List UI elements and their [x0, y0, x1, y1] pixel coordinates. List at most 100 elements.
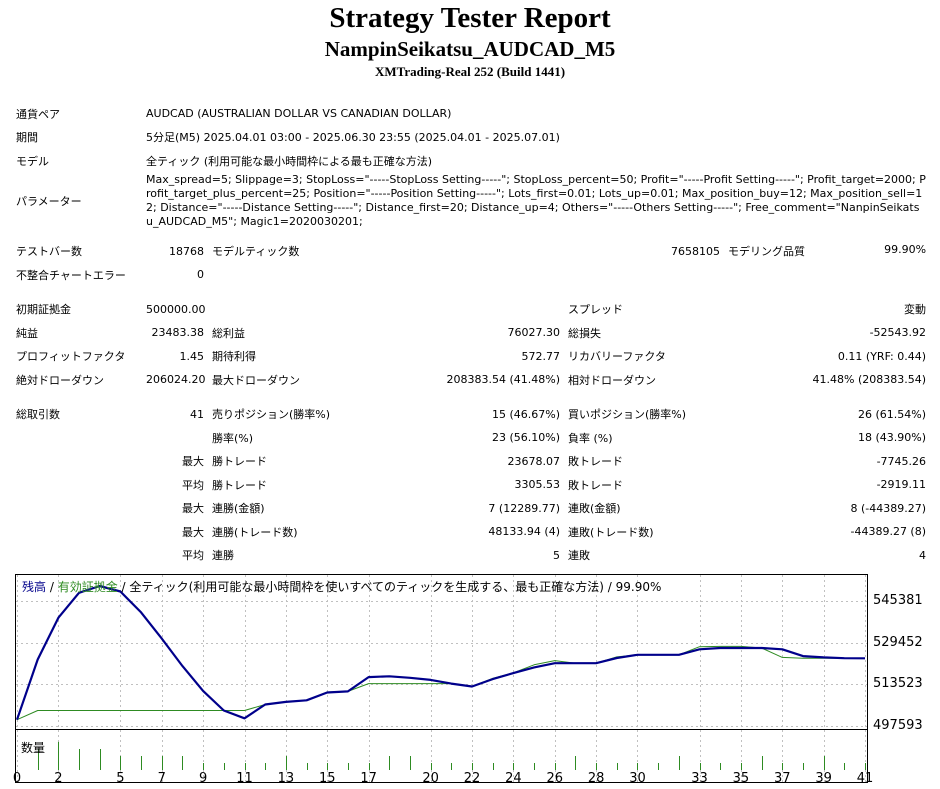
stats-row-cons-cnt: 最大 連勝(トレード数) 48133.94 (4) 連敗(トレード数) -443…: [12, 520, 930, 544]
x-tick-label: 39: [815, 771, 832, 786]
value-max-win: 23678.07: [507, 454, 561, 468]
label-avg-cons-win: 連勝: [212, 549, 234, 563]
label-max-win: 勝トレード: [212, 455, 267, 469]
stats-row-trades: 総取引数 41 売りポジション(勝率%) 15 (46.67%) 買いポジション…: [12, 403, 930, 427]
value-lossrate: 18 (43.90%): [858, 431, 927, 445]
label-gross-profit: 総利益: [212, 326, 245, 340]
value-net: 23483.38: [151, 326, 205, 340]
value-avg-cons-loss: 4: [919, 548, 927, 562]
label-symbol: 通貨ペア: [16, 107, 60, 121]
label-params: パラメーター: [16, 194, 82, 208]
label-max-loss: 敗トレード: [568, 455, 623, 469]
label-deposit: 初期証拠金: [16, 303, 71, 317]
value-short: 15 (46.67%): [491, 407, 560, 421]
label-avg-win: 勝トレード: [212, 478, 267, 492]
value-errors: 0: [197, 268, 204, 282]
stats-row-avg-cons: 平均 連勝 5 連敗 4: [12, 544, 930, 568]
word-max-3: 最大: [182, 525, 204, 539]
value-long: 26 (61.54%): [858, 407, 927, 421]
label-net: 純益: [16, 326, 38, 340]
series-line-0: [15, 584, 866, 721]
label-avg-loss: 敗トレード: [568, 478, 623, 492]
x-tick-label: 33: [691, 771, 708, 786]
value-symbol: AUDCAD (AUSTRALIAN DOLLAR VS CANADIAN DO…: [146, 107, 452, 121]
y-tick-label: 513523: [873, 676, 923, 692]
label-cons-win-cnt: 連勝(トレード数): [212, 525, 298, 539]
stats-row-avg-trade: 平均 勝トレード 3305.53 敗トレード -2919.11: [12, 473, 930, 497]
value-period: 5分足(M5) 2025.04.01 03:00 - 2025.06.30 23…: [146, 131, 560, 145]
info-row-period: 期間 5分足(M5) 2025.04.01 03:00 - 2025.06.30…: [12, 126, 930, 150]
label-recovery: リカバリーファクタ: [568, 350, 666, 364]
balance-chart: [15, 574, 868, 783]
x-tick-label: 2: [54, 771, 63, 786]
chart-frame: [15, 574, 868, 783]
label-abs-dd: 絶対ドローダウン: [16, 373, 104, 387]
x-tick-label: 35: [732, 771, 750, 786]
server-info: XMTrading-Real 252 (Build 1441): [374, 64, 566, 79]
y-tick-label: 529452: [873, 634, 923, 650]
x-tick-label: 20: [422, 771, 439, 786]
label-avg-cons-loss: 連敗: [568, 549, 590, 563]
value-pf: 1.45: [179, 349, 205, 363]
value-cons-win-cnt: 48133.94 (4): [488, 525, 560, 539]
value-bars: 18768: [169, 244, 204, 258]
x-tick-label: 7: [157, 771, 166, 786]
label-errors: 不整合チャートエラー: [16, 268, 126, 282]
report-title: Strategy Tester Report: [329, 2, 611, 34]
x-tick-label: 15: [318, 771, 336, 786]
value-trades: 41: [190, 407, 204, 421]
x-tick-label: 9: [199, 771, 208, 786]
label-long: 買いポジション(勝率%): [568, 408, 687, 422]
label-max-dd: 最大ドローダウン: [212, 373, 300, 387]
value-cons-loss-amt: 8 (-44389.27): [850, 501, 927, 515]
word-max-2: 最大: [182, 502, 204, 516]
x-tick-label: 5: [116, 771, 125, 786]
value-ticks: 7658105: [671, 244, 720, 258]
label-trades: 総取引数: [16, 408, 60, 422]
value-spread: 変動: [904, 303, 927, 317]
label-short: 売りポジション(勝率%): [212, 408, 331, 422]
value-params: Max_spread=5; Slippage=3; StopLoss="----…: [146, 172, 926, 228]
x-tick-label: 22: [463, 771, 481, 786]
info-row-symbol: 通貨ペア AUDCAD (AUSTRALIAN DOLLAR VS CANADI…: [12, 102, 930, 126]
label-cons-win-amt: 連勝(金額): [212, 502, 265, 516]
label-spread: スプレッド: [568, 303, 623, 317]
value-avg-loss: -2919.11: [876, 478, 927, 492]
stats-row-pf: プロフィットファクタ 1.45 期待利得 572.77 リカバリーファクタ 0.…: [12, 345, 930, 369]
label-quality: モデリング品質: [728, 245, 805, 259]
x-tick-label: 26: [546, 771, 564, 786]
value-recovery: 0.11 (YRF: 0.44): [837, 349, 927, 363]
legend-balance: 残高: [22, 580, 47, 594]
label-cons-loss-amt: 連敗(金額): [568, 502, 621, 516]
x-tick-label: 28: [587, 771, 605, 786]
word-avg-2: 平均: [182, 549, 204, 563]
label-period: 期間: [16, 131, 38, 145]
label-lossrate: 負率 (%): [568, 431, 613, 445]
stats-row-net: 純益 23483.38 総利益 76027.30 総損失 -52543.92: [12, 321, 930, 345]
x-tick-label: 41: [856, 771, 874, 786]
report-table: 通貨ペア AUDCAD (AUSTRALIAN DOLLAR VS CANADI…: [12, 102, 930, 567]
label-expected: 期待利得: [212, 350, 256, 364]
stats-row-bars: テストバー数 18768 モデルティック数 7658105 モデリング品質 99…: [12, 240, 930, 264]
label-bars: テストバー数: [16, 245, 82, 259]
x-tick-label: 24: [505, 771, 522, 786]
value-expected: 572.77: [521, 349, 561, 363]
value-quality: 99.90%: [884, 243, 927, 257]
legend-sep: /: [46, 580, 58, 594]
x-tick-label: 13: [277, 771, 295, 786]
x-tick-label: 30: [629, 771, 646, 786]
ea-name: NampinSeikatsu_AUDCAD_M5: [324, 37, 616, 61]
value-abs-dd: 206024.20: [146, 373, 206, 387]
value-max-loss: -7745.26: [876, 454, 927, 468]
stats-row-errors: 不整合チャートエラー 0: [12, 263, 930, 287]
x-tick-label: 17: [360, 771, 377, 786]
value-avg-win: 3305.53: [514, 478, 561, 492]
x-tick-label: 11: [236, 771, 253, 786]
label-rel-dd: 相対ドローダウン: [568, 373, 656, 387]
stats-row-max-trade: 最大 勝トレード 23678.07 敗トレード -7745.26: [12, 450, 930, 474]
value-deposit: 500000.00: [146, 302, 206, 316]
balance-chart-svg: [15, 574, 868, 783]
y-tick-label: 497593: [873, 718, 923, 733]
value-winrate: 23 (56.10%): [491, 431, 560, 445]
label-pf: プロフィットファクタ: [16, 350, 126, 364]
